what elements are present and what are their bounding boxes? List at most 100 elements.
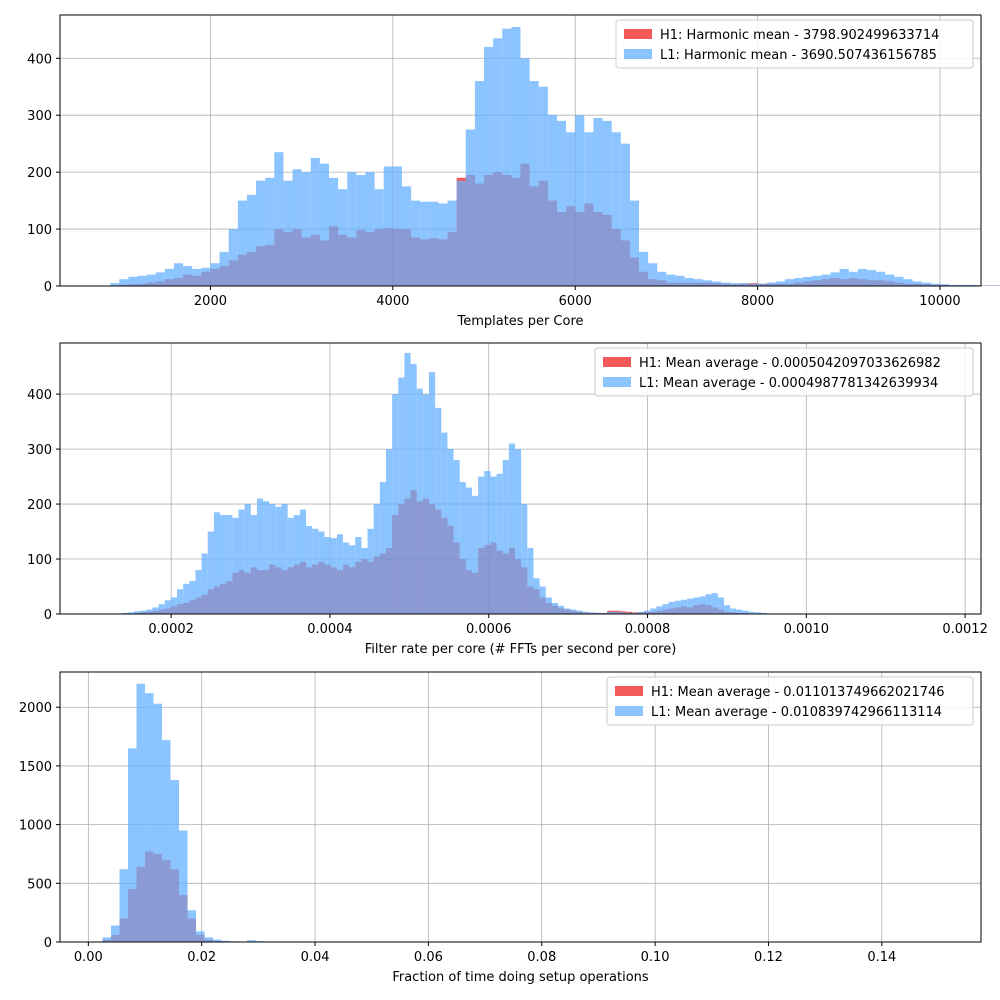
histogram-bar [958, 284, 968, 286]
histogram-bar [538, 86, 548, 286]
histogram-bar [247, 940, 256, 942]
histogram-bar [220, 515, 227, 614]
y-tick-label: 300 [27, 443, 52, 458]
histogram-bar [347, 172, 357, 286]
histogram-bar [812, 275, 822, 286]
histogram-bar [490, 476, 497, 614]
histogram-bar [401, 186, 412, 286]
histogram-bar [736, 609, 743, 614]
histogram-bar [128, 276, 138, 286]
x-tick-label: 0.0002 [148, 622, 194, 637]
histogram-bar [693, 279, 703, 286]
series-l1 [102, 683, 282, 942]
histogram-bar [674, 600, 681, 614]
histogram-bar [183, 583, 190, 614]
histogram-bar [269, 504, 276, 614]
histogram-bar [179, 830, 188, 942]
histogram-bar [496, 473, 503, 614]
histogram-bar [757, 283, 767, 286]
histogram-bar [558, 605, 565, 614]
histogram-bar [748, 611, 755, 614]
histogram-bar [213, 512, 221, 614]
histogram-bar [312, 528, 319, 614]
histogram-bar [287, 517, 294, 614]
x-tick-label: 0.14 [867, 950, 896, 965]
histogram-bar [420, 201, 430, 286]
histogram-bar [226, 515, 233, 614]
chart-panel-3: 0.00 0.02 0.04 0.06 0.08 0.10 0.12 0.14 0 500 1000… [19, 671, 982, 985]
x-tick-label: 0.10 [641, 950, 670, 965]
histogram-bar [668, 601, 675, 614]
histogram-bar [410, 363, 417, 614]
histogram-bar [207, 531, 214, 614]
legend: H1: Harmonic mean - 3798.902499633714 L1:… [615, 19, 974, 69]
histogram-bar [921, 282, 931, 286]
histogram-bar [748, 283, 758, 286]
histogram-bar [521, 504, 528, 614]
histogram-bar [155, 272, 165, 286]
histogram-bar [639, 251, 649, 286]
histogram-bar [967, 284, 977, 286]
histogram-bar [564, 608, 571, 614]
y-tick-label: 400 [27, 388, 52, 403]
histogram-bar [275, 506, 282, 614]
histogram-bar [324, 537, 331, 614]
legend-box [606, 676, 974, 726]
histogram-bar [602, 120, 612, 286]
histogram-bar [392, 394, 399, 614]
histogram-bar [730, 283, 740, 286]
histogram-bar [949, 284, 959, 286]
legend: H1: Mean average - 0.011013749662021746 L… [606, 676, 974, 726]
histogram-bar [177, 589, 184, 614]
histogram-bar [111, 925, 120, 942]
x-axis-label: Filter rate per core (# FFTs per second … [365, 642, 677, 657]
histogram-bar [263, 501, 270, 614]
histogram-bar [219, 251, 229, 286]
histogram-bar [213, 939, 222, 942]
histogram-bar [145, 693, 154, 942]
histogram-bar [502, 460, 509, 614]
histogram-bar [374, 189, 384, 286]
x-tick-label: 0.12 [754, 950, 783, 965]
histogram-bar [238, 509, 245, 614]
histogram-bar [520, 58, 530, 286]
histogram-bar [876, 271, 886, 286]
y-tick-label: 400 [27, 52, 52, 67]
histogram-bar [511, 26, 521, 287]
histogram-bar [533, 578, 540, 614]
histogram-bar [152, 607, 159, 614]
x-tick-label: 0.0006 [466, 622, 512, 637]
histogram-bar [330, 538, 337, 614]
histogram-bar [336, 534, 343, 614]
y-tick-label: 100 [27, 223, 52, 238]
histogram-bar [404, 352, 411, 614]
chart-panel-2: 0.0002 0.0004 0.0006 0.0008 0.0010 0.0012 0 100… [27, 342, 988, 657]
histogram-bar [435, 407, 442, 614]
axes-frame [59, 671, 982, 943]
histogram-bar [584, 132, 594, 286]
histogram-bar [310, 157, 320, 286]
histogram-bar [256, 180, 266, 286]
histogram-bar [575, 115, 585, 286]
histogram-bar [137, 275, 147, 286]
x-tick-label: 0.0004 [307, 622, 353, 637]
legend-swatch [603, 357, 631, 367]
histogram-bar [441, 432, 448, 614]
legend-swatch [603, 377, 631, 387]
legend-box [615, 19, 974, 69]
x-tick-label: 0.06 [414, 950, 443, 965]
x-tick-label: 2000 [194, 294, 227, 309]
histogram-bar [221, 940, 231, 942]
legend-box [594, 347, 974, 397]
histogram-bar [173, 263, 184, 286]
histogram-bar [742, 610, 749, 614]
histogram-bar [478, 476, 485, 614]
histogram-bar [170, 597, 178, 614]
histogram-bar [662, 604, 669, 614]
histogram-bar [625, 612, 632, 614]
histogram-bar [329, 177, 339, 286]
x-tick-label: 0.04 [301, 950, 330, 965]
histogram-bar [894, 276, 904, 286]
histogram-bar [474, 81, 485, 286]
histogram-bar [484, 471, 491, 614]
